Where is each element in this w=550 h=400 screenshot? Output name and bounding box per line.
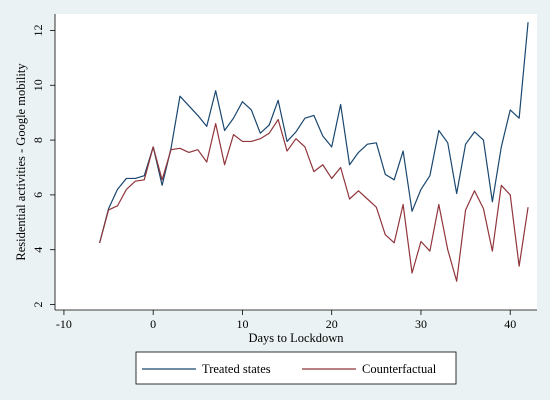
x-tick-label: 30 bbox=[415, 317, 427, 331]
series-layer bbox=[99, 22, 529, 282]
x-axis-label: Days to Lockdown bbox=[248, 331, 344, 345]
x-tick-label: 40 bbox=[504, 317, 516, 331]
y-tick-label: 2 bbox=[31, 302, 45, 308]
legend-label-treated-states: Treated states bbox=[202, 362, 271, 376]
y-tick-label: 4 bbox=[31, 247, 45, 253]
plot-area bbox=[55, 14, 537, 310]
x-tick-label: 20 bbox=[326, 317, 338, 331]
y-tick-label: 6 bbox=[31, 192, 45, 198]
legend-box bbox=[135, 351, 457, 385]
x-axis: -10 0 10 20 30 40 bbox=[55, 309, 537, 331]
x-tick-label: -10 bbox=[56, 317, 72, 331]
y-axis: 2 4 6 8 10 12 bbox=[31, 14, 56, 310]
y-tick-label: 10 bbox=[31, 79, 45, 91]
y-tick-label: 12 bbox=[31, 24, 45, 36]
legend: Treated states Counterfactual bbox=[135, 351, 457, 385]
y-tick-label: 8 bbox=[31, 137, 45, 143]
series-line-treated-states bbox=[99, 22, 529, 244]
y-axis-label: Residential activities - Google mobility bbox=[14, 63, 28, 261]
x-tick-label: 0 bbox=[150, 317, 156, 331]
legend-label-counterfactual: Counterfactual bbox=[362, 362, 437, 376]
x-tick-label: 10 bbox=[236, 317, 248, 331]
series-line-counterfactual bbox=[99, 118, 529, 282]
